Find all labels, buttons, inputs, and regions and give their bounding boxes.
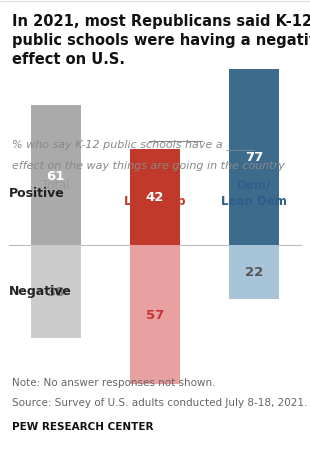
Text: 38: 38 (46, 285, 65, 298)
FancyBboxPatch shape (31, 106, 81, 245)
Text: Negative: Negative (9, 284, 72, 297)
Text: 22: 22 (245, 266, 263, 279)
Text: 57: 57 (146, 308, 164, 321)
FancyBboxPatch shape (130, 150, 180, 245)
Text: 42: 42 (146, 191, 164, 204)
FancyBboxPatch shape (31, 245, 81, 338)
Text: In 2021, most Republicans said K-12
public schools were having a negative
effect: In 2021, most Republicans said K-12 publ… (12, 14, 310, 67)
Text: Note: No answer responses not shown.: Note: No answer responses not shown. (12, 377, 216, 388)
FancyBboxPatch shape (229, 69, 279, 245)
Text: PEW RESEARCH CENTER: PEW RESEARCH CENTER (12, 421, 154, 432)
Text: 77: 77 (245, 151, 263, 164)
FancyBboxPatch shape (229, 245, 279, 299)
Text: Source: Survey of U.S. adults conducted July 8-18, 2021.: Source: Survey of U.S. adults conducted … (12, 397, 308, 407)
FancyBboxPatch shape (130, 245, 180, 384)
Text: Total: Total (42, 178, 70, 191)
Text: Dem/
Lean Dem: Dem/ Lean Dem (221, 178, 287, 207)
Text: Positive: Positive (9, 186, 65, 199)
Text: Rep/
Lean Rep: Rep/ Lean Rep (124, 178, 186, 207)
Text: % who say K-12 public schools have a _____: % who say K-12 public schools have a ___… (12, 139, 255, 150)
Text: effect on the way things are going in the country: effect on the way things are going in th… (12, 161, 285, 171)
Text: 61: 61 (46, 169, 65, 182)
